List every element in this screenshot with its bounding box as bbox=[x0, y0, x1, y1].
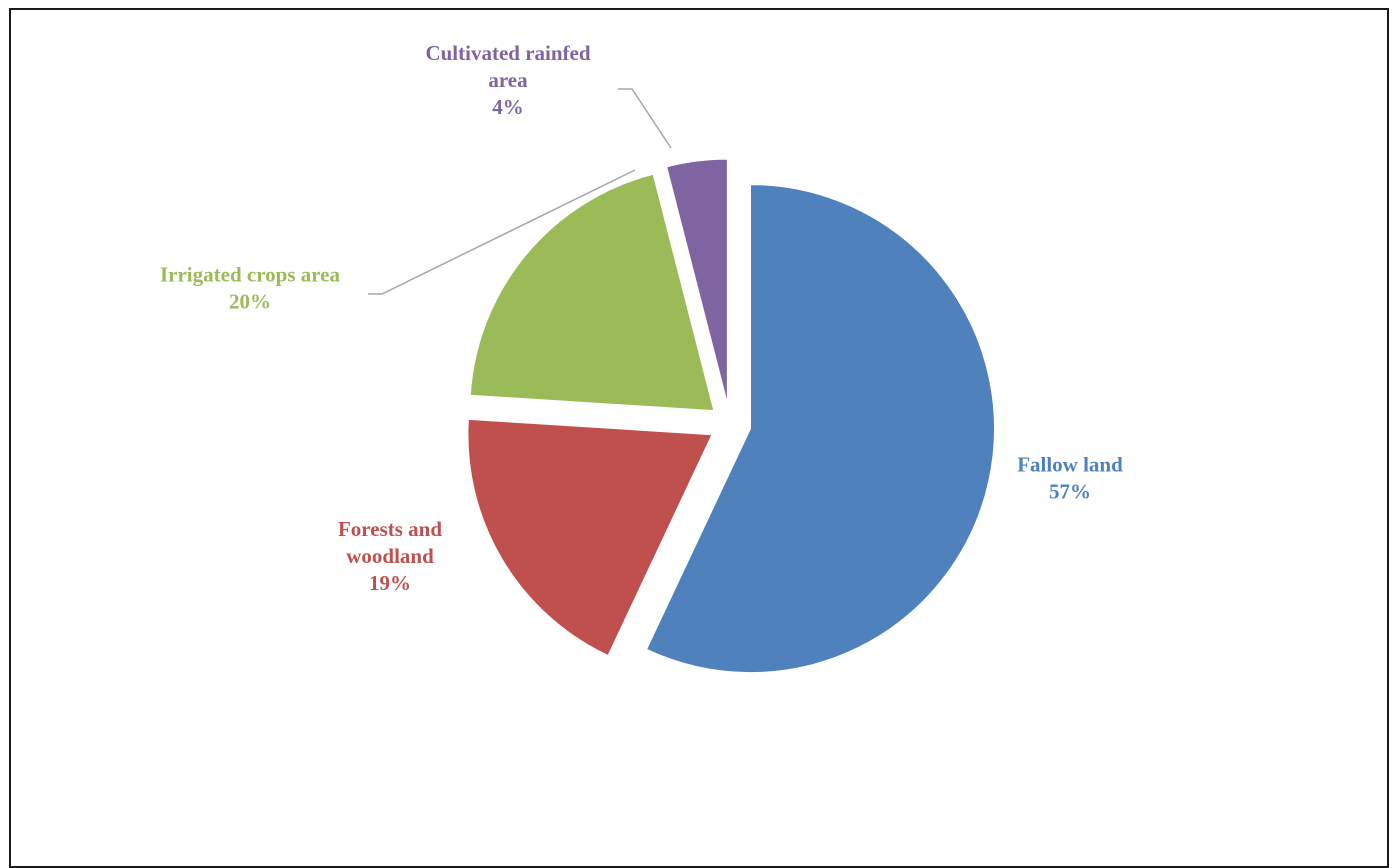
leader-line bbox=[368, 169, 636, 295]
pie-slices bbox=[467, 158, 995, 674]
pie-chart: Fallow land 57% Forests and woodland 19% Irri… bbox=[160, 41, 1123, 674]
leader-line bbox=[618, 88, 672, 149]
pie-slice-fallow-land bbox=[645, 184, 995, 674]
slice-percent-label: 20% bbox=[229, 290, 271, 314]
slice-name-label: Cultivated rainfed bbox=[425, 41, 590, 65]
slice-name-label: Irrigated crops area bbox=[160, 263, 341, 287]
slice-percent-label: 4% bbox=[492, 95, 524, 119]
pie-slice-irrigated-crops-area bbox=[469, 173, 715, 412]
slice-percent-label: 19% bbox=[369, 571, 411, 595]
slice-name-label: Fallow land bbox=[1017, 453, 1123, 477]
slice-name-label: woodland bbox=[346, 544, 434, 568]
slice-name-label: area bbox=[488, 68, 528, 92]
slice-percent-label: 57% bbox=[1049, 480, 1091, 504]
slice-name-label: Forests and bbox=[338, 517, 442, 541]
pie-slice-cultivated-rainfed-area bbox=[666, 158, 728, 404]
pie-slice-forests-and-woodland bbox=[467, 418, 713, 657]
slice-labels: Fallow land 57% Forests and woodland 19% Irri… bbox=[160, 41, 1123, 595]
leader-lines bbox=[368, 88, 672, 295]
